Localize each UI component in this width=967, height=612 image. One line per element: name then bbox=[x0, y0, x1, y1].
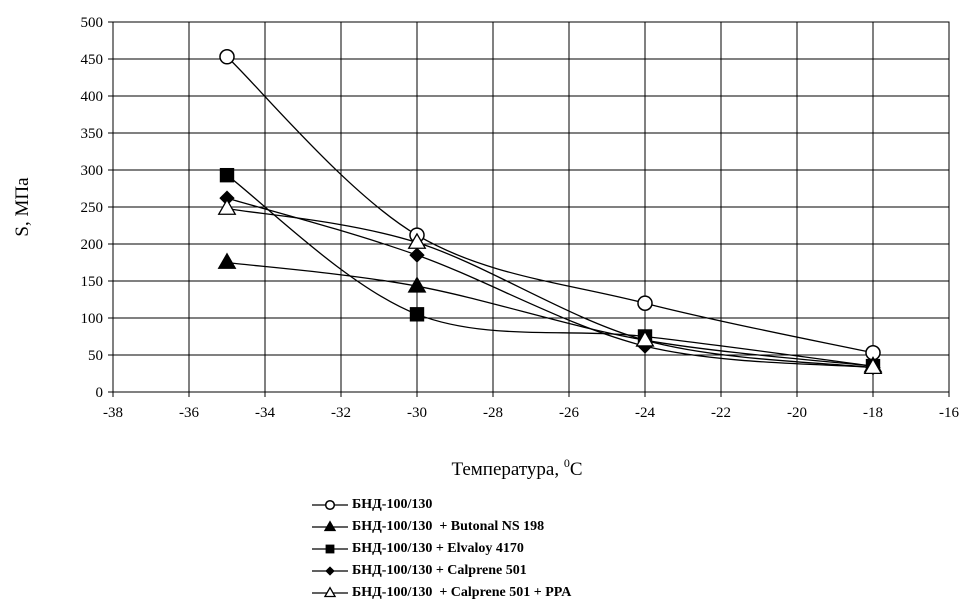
y-tick-label: 0 bbox=[96, 385, 104, 401]
legend-swatch bbox=[312, 586, 348, 598]
y-tick-label: 50 bbox=[88, 348, 103, 364]
legend-swatch bbox=[312, 566, 348, 576]
x-tick-label: -32 bbox=[331, 405, 351, 421]
series-1-point bbox=[407, 276, 427, 293]
x-tick-label: -22 bbox=[711, 405, 731, 421]
x-tick-label: -26 bbox=[559, 405, 579, 421]
series-3-point bbox=[409, 247, 425, 263]
series-markers bbox=[217, 49, 883, 376]
legend-label: БНД-100/130 + Elvaloy 4170 bbox=[352, 541, 524, 556]
x-axis-title-superscript: 0 bbox=[564, 456, 570, 470]
series-2-point bbox=[219, 167, 235, 183]
legend-marker bbox=[324, 499, 336, 511]
series-line-0 bbox=[226, 56, 874, 354]
series-lines bbox=[226, 56, 874, 369]
y-tick-label: 350 bbox=[81, 126, 104, 142]
y-tick-label: 300 bbox=[81, 163, 104, 179]
x-tick-label: -28 bbox=[483, 405, 503, 421]
legend-label: БНД-100/130 + Butonal NS 198 bbox=[352, 519, 545, 534]
series-4-point bbox=[217, 198, 237, 215]
x-tick-label: -18 bbox=[863, 405, 883, 421]
legend-item: БНД-100/130 + Butonal NS 198 bbox=[312, 516, 571, 538]
tick-labels: -38 -36 -34 -32 -30 -28 -26 -24 -22 -20 -18 -16 0 50 1… bbox=[81, 15, 960, 421]
x-tick-label: -36 bbox=[179, 405, 199, 421]
legend-swatch bbox=[312, 499, 348, 511]
grid bbox=[108, 21, 950, 397]
series-3-point bbox=[219, 190, 235, 206]
legend-marker bbox=[323, 586, 337, 598]
legend-item: БНД-100/130 + Elvaloy 4170 bbox=[312, 538, 571, 560]
legend-swatch bbox=[312, 520, 348, 532]
series-1-point bbox=[217, 252, 237, 269]
series-0-point bbox=[637, 295, 653, 311]
series-line-2 bbox=[226, 174, 874, 367]
x-tick-label: -24 bbox=[635, 405, 655, 421]
series-line-4 bbox=[226, 207, 874, 369]
x-tick-label: -34 bbox=[255, 405, 275, 421]
legend: БНД-100/130 БНД-100/130 + Butonal NS 198 Б… bbox=[312, 494, 571, 604]
x-axis-title-unit: С bbox=[570, 459, 583, 480]
legend-marker bbox=[325, 566, 335, 576]
legend-swatch bbox=[312, 544, 348, 554]
series-4-point bbox=[863, 357, 883, 374]
y-tick-label: 200 bbox=[81, 237, 104, 253]
legend-marker bbox=[325, 544, 335, 554]
series-2-point bbox=[409, 307, 425, 322]
series-0-point bbox=[219, 49, 235, 65]
y-tick-label: 250 bbox=[81, 200, 104, 216]
series-line-1 bbox=[226, 261, 874, 367]
x-axis-title: Температура, 0С bbox=[451, 456, 582, 480]
y-tick-label: 400 bbox=[81, 89, 104, 105]
y-tick-label: 450 bbox=[81, 52, 104, 68]
y-tick-label: 150 bbox=[81, 274, 104, 290]
legend-item: БНД-100/130 + Calprene 501 bbox=[312, 560, 571, 582]
series-4-point bbox=[635, 330, 655, 347]
legend-label: БНД-100/130 + Calprene 501 + PPA bbox=[352, 585, 572, 600]
x-tick-label: -38 bbox=[103, 405, 123, 421]
y-axis-title: S, МПа bbox=[12, 177, 33, 237]
x-tick-label: -20 bbox=[787, 405, 807, 421]
legend-label: БНД-100/130 + Calprene 501 bbox=[352, 563, 527, 578]
y-tick-label: 500 bbox=[81, 15, 104, 31]
series-4-point bbox=[407, 232, 427, 249]
x-tick-label: -30 bbox=[407, 405, 427, 421]
x-tick-label: -16 bbox=[939, 405, 959, 421]
legend-item: БНД-100/130 + Calprene 501 + PPA bbox=[312, 582, 571, 604]
legend-marker bbox=[323, 520, 337, 532]
series-line-3 bbox=[226, 197, 874, 369]
legend-label: БНД-100/130 bbox=[352, 497, 433, 512]
y-tick-label: 100 bbox=[81, 311, 104, 327]
legend-item: БНД-100/130 bbox=[312, 494, 571, 516]
